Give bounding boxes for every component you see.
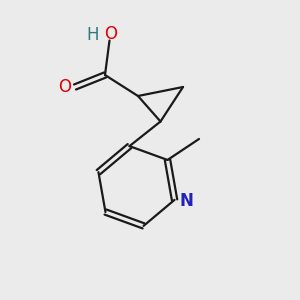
Text: N: N [180, 192, 194, 210]
Text: O: O [58, 78, 71, 96]
Text: H: H [87, 26, 99, 44]
Text: O: O [104, 25, 118, 43]
